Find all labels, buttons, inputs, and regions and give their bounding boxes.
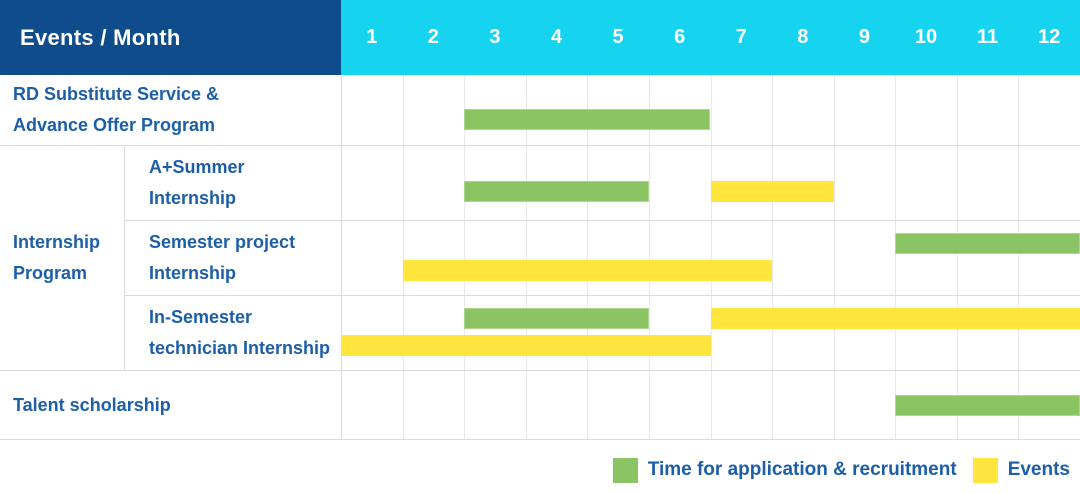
month-label-5: 5 [612, 26, 624, 48]
month-gridline [1018, 75, 1020, 440]
table-corner-header: Events / Month [0, 0, 341, 75]
month-header-row: 1 2 3 4 5 6 7 8 9 10 11 12 [341, 0, 1080, 75]
label-grid-separator [341, 75, 342, 440]
row-label-a-plus-summer-internship-line: A+Summer [149, 156, 245, 177]
month-label-7: 7 [735, 26, 747, 48]
row-label-in-semester-technician-internship-line: technician Internship [149, 337, 331, 358]
row-label-in-semester-technician-internship-line: In-Semester [149, 306, 253, 327]
row-label-rd-substitute-service-line: Advance Offer Program [13, 115, 216, 135]
application-bar [464, 181, 649, 202]
application-bar [895, 394, 1080, 416]
legend: Time for application & recruitment Event… [612, 455, 1070, 485]
month-gridline [772, 75, 774, 440]
month-label-1: 1 [366, 26, 378, 48]
group-label-internship-program-line: Program [13, 262, 88, 283]
row-label-semester-project-internship-line: Semester project [149, 231, 296, 252]
row-separator [124, 295, 1080, 296]
month-label-3: 3 [489, 26, 501, 48]
month-label-12: 12 [1038, 26, 1061, 48]
month-label-10: 10 [914, 26, 938, 48]
events-bar [710, 181, 834, 202]
legend-label-application: Time for application & recruitment [647, 459, 957, 480]
month-label-8: 8 [797, 26, 809, 48]
application-bar [895, 233, 1080, 254]
events-bar [341, 335, 711, 356]
month-gridline [833, 75, 835, 440]
application-bar [464, 108, 711, 130]
events-month-table: Events / Month 1 2 3 4 5 6 7 8 9 10 11 12 RD Substi… [0, 0, 1080, 440]
events-bar [402, 260, 773, 281]
month-gridline [895, 75, 897, 440]
row-separator [0, 370, 1080, 371]
row-label-talent-scholarship: Talent scholarship [0, 370, 341, 440]
month-gridline [710, 75, 712, 440]
row-separator [0, 439, 1080, 440]
month-label-11: 11 [976, 26, 999, 48]
month-gridline [402, 75, 404, 440]
month-label-2: 2 [427, 26, 439, 48]
legend-label-events: Events [1007, 459, 1070, 480]
application-recruitment-swatch [612, 457, 638, 483]
events-bar [710, 308, 1080, 329]
row-label-semester-project-internship: Semester project Internship [136, 220, 341, 295]
group-label-separator [124, 145, 125, 370]
row-label-rd-substitute-service-line: RD Substitute Service & [13, 84, 220, 104]
month-gridline [956, 75, 958, 440]
table-title: Events / Month [20, 24, 181, 50]
row-label-in-semester-technician-internship: In-Semester technician Internship [136, 295, 341, 370]
application-bar [464, 308, 649, 329]
events-swatch [972, 457, 998, 483]
row-label-talent-scholarship-line: Talent scholarship [13, 394, 171, 415]
month-gridline [464, 75, 466, 440]
row-separator [0, 145, 1080, 146]
month-gridline [525, 75, 527, 440]
legend-item-application: Time for application & recruitment [612, 457, 957, 483]
month-label-6: 6 [674, 26, 686, 48]
month-label-4: 4 [550, 26, 563, 48]
row-label-a-plus-summer-internship: A+Summer Internship [136, 145, 341, 220]
row-separator [124, 220, 1080, 221]
group-label-internship-program: Internship Program [0, 145, 124, 370]
month-label-9: 9 [858, 26, 870, 48]
month-gridline [648, 75, 650, 440]
month-gridline [587, 75, 589, 440]
group-label-internship-program-line: Internship [13, 231, 101, 252]
row-label-a-plus-summer-internship-line: Internship [149, 187, 237, 208]
legend-item-events: Events [972, 457, 1070, 483]
row-label-rd-substitute-service: RD Substitute Service & Advance Offer Pro… [0, 75, 341, 145]
row-label-semester-project-internship-line: Internship [149, 262, 237, 283]
